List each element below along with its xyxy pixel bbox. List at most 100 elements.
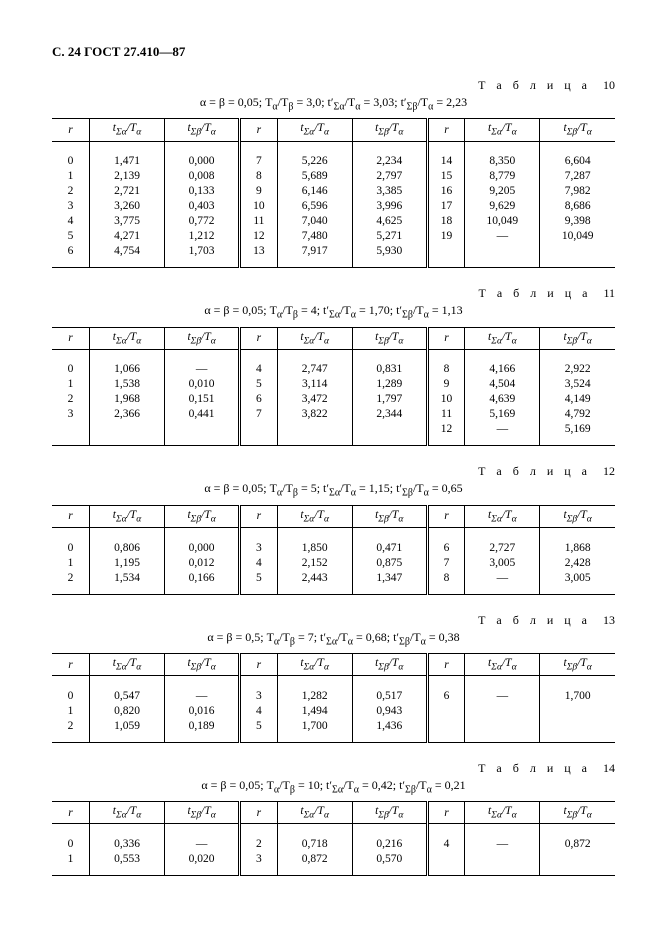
column-header: tΣα/Tα [277,119,352,141]
table-cell: 6 [52,244,90,268]
table-cell: 2 [240,836,278,851]
table-cell: — [465,688,540,703]
column-header: tΣα/Tα [90,653,165,675]
table-cell: 1 [52,377,90,392]
table-cell: 4,166 [465,362,540,377]
table-cell: 8 [427,362,465,377]
table-cell: 2,797 [352,169,427,184]
table-cell: 0 [52,154,90,169]
table-row: 00,336—20,7180,2164—0,872 [52,836,615,851]
table-cell: 5 [240,377,278,392]
table-cell: 0,872 [277,851,352,875]
table-row: 21,5340,16652,4431,3478—3,005 [52,570,615,594]
table-cell [465,244,540,268]
table-row: 33,2600,403106,5963,996179,6298,686 [52,199,615,214]
table-cell: 1,195 [90,555,165,570]
table-cell: 8 [240,169,278,184]
table-cell: — [465,570,540,594]
column-header: r [240,505,278,527]
table-cell: 11 [427,407,465,422]
table-label: Т а б л и ц а 10 [52,78,615,93]
table-cell: 4,504 [465,377,540,392]
table-cell: 0,020 [165,851,240,875]
table-cell: 2,234 [352,154,427,169]
table-cell [465,703,540,718]
table-cell: 0,403 [165,199,240,214]
table-cell [427,718,465,742]
table-formula: α = β = 0,5; Tα/Tβ = 7; t′Σα/Tα = 0,68; … [52,630,615,647]
table-cell: 4,639 [465,392,540,407]
table-cell: 4,754 [90,244,165,268]
table-cell: 4,625 [352,214,427,229]
table-cell: 5,169 [540,422,615,446]
data-table: rtΣα/TαtΣβ/TαrtΣα/TαtΣβ/TαrtΣα/TαtΣβ/Tα0… [52,653,615,743]
table-cell: 10,049 [540,229,615,244]
table-cell [240,422,278,446]
table-cell: 5,271 [352,229,427,244]
table-row: 32,3660,44173,8222,344115,1694,792 [52,407,615,422]
column-header: tΣβ/Tα [540,653,615,675]
table-cell: 4,271 [90,229,165,244]
column-header: tΣα/Tα [277,802,352,824]
data-table: rtΣα/TαtΣβ/TαrtΣα/TαtΣβ/TαrtΣα/TαtΣβ/Tα0… [52,118,615,268]
table-cell: 7,917 [277,244,352,268]
column-header: tΣα/Tα [465,505,540,527]
table-row: 12,1390,00885,6892,797158,7797,287 [52,169,615,184]
table-cell: 5,689 [277,169,352,184]
table-cell: 0,831 [352,362,427,377]
table-row: 21,9680,15163,4721,797104,6394,149 [52,392,615,407]
table-cell: 1,066 [90,362,165,377]
data-table: rtΣα/TαtΣβ/TαrtΣα/TαtΣβ/TαrtΣα/TαtΣβ/Tα0… [52,327,615,447]
table-cell: 4 [240,555,278,570]
table-cell: 9,629 [465,199,540,214]
table-cell: 10 [240,199,278,214]
table-cell: 12 [240,229,278,244]
column-header: tΣα/Tα [465,327,540,349]
table-row: 54,2711,212127,4805,27119—10,049 [52,229,615,244]
table-cell [540,851,615,875]
table-cell: 1,436 [352,718,427,742]
column-header: tΣβ/Tα [165,119,240,141]
table-cell: — [165,688,240,703]
table-cell [427,244,465,268]
table-cell: 0,471 [352,540,427,555]
table-cell: 3,524 [540,377,615,392]
table-cell: 0,772 [165,214,240,229]
table-cell: 8,686 [540,199,615,214]
table-row: 43,7750,772117,0404,6251810,0499,398 [52,214,615,229]
table-cell: 2 [52,570,90,594]
column-header: tΣβ/Tα [165,653,240,675]
table-cell: 6,604 [540,154,615,169]
table-cell: 6 [427,688,465,703]
table-cell: 1,850 [277,540,352,555]
table-cell: 1,868 [540,540,615,555]
table-cell: 18 [427,214,465,229]
table-cell: 4 [240,703,278,718]
page-header: С. 24 ГОСТ 27.410—87 [52,44,615,60]
column-header: tΣβ/Tα [540,802,615,824]
column-header: r [240,119,278,141]
table-cell: 0,016 [165,703,240,718]
table-row: 10,5530,02030,8720,570 [52,851,615,875]
table-cell: 9 [427,377,465,392]
column-header: tΣβ/Tα [540,119,615,141]
table-cell: 19 [427,229,465,244]
table-cell: 1,347 [352,570,427,594]
table-cell [540,718,615,742]
table-cell: 12 [427,422,465,446]
table-cell: 2,366 [90,407,165,422]
table-cell: 15 [427,169,465,184]
table-cell: 3 [240,851,278,875]
table-cell: 1,534 [90,570,165,594]
table-cell: 1,212 [165,229,240,244]
column-header: tΣβ/Tα [352,802,427,824]
column-header: tΣα/Tα [90,327,165,349]
column-header: r [52,802,90,824]
table-cell: 2,139 [90,169,165,184]
column-header: tΣα/Tα [277,505,352,527]
table-cell: 8,779 [465,169,540,184]
table-formula: α = β = 0,05; Tα/Tβ = 5; t′Σα/Tα = 1,15;… [52,481,615,498]
table-cell: 14 [427,154,465,169]
table-cell: 13 [240,244,278,268]
data-table: rtΣα/TαtΣβ/TαrtΣα/TαtΣβ/TαrtΣα/TαtΣβ/Tα0… [52,505,615,595]
